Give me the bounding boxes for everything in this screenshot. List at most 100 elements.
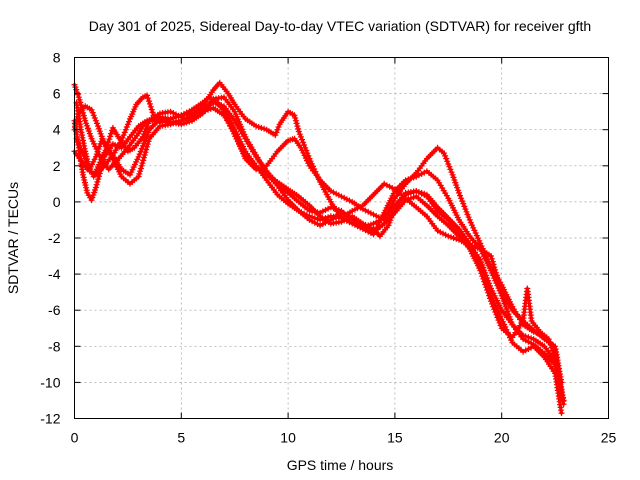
data-point <box>488 298 494 305</box>
data-point <box>205 102 211 109</box>
data-point <box>549 347 556 354</box>
data-point <box>525 346 532 352</box>
data-point <box>123 124 130 130</box>
data-point <box>273 129 280 136</box>
data-point <box>522 333 529 340</box>
data-point <box>558 410 565 417</box>
data-point <box>302 144 309 151</box>
data-point <box>213 100 219 107</box>
data-point <box>96 173 102 180</box>
data-point <box>149 109 156 116</box>
data-point <box>460 200 467 207</box>
data-point <box>136 170 143 177</box>
y-axis-label: SDTVAR / TECUs <box>5 182 21 294</box>
data-point <box>461 203 468 210</box>
data-point <box>418 170 425 177</box>
data-point <box>484 275 491 281</box>
data-point <box>311 215 318 222</box>
data-point <box>493 311 500 318</box>
data-point <box>490 303 497 310</box>
data-point <box>480 264 487 271</box>
data-point <box>142 137 148 144</box>
data-point <box>139 133 146 140</box>
data-point <box>194 107 201 114</box>
y-tick-label: -6 <box>48 302 61 318</box>
data-point <box>365 228 372 235</box>
y-tick-label: -10 <box>40 374 60 390</box>
data-point <box>292 117 299 124</box>
data-point <box>92 184 99 191</box>
data-point <box>275 124 282 130</box>
ticks <box>74 57 609 419</box>
data-point <box>457 192 463 199</box>
data-point <box>459 198 466 204</box>
data-point <box>465 214 472 221</box>
data-point <box>91 115 98 121</box>
data-point <box>167 108 174 115</box>
data-point <box>167 115 174 122</box>
data-point <box>144 92 151 99</box>
data-point <box>466 216 473 223</box>
data-point <box>159 118 166 125</box>
data-point <box>335 207 342 213</box>
data-point <box>494 314 501 321</box>
data-point <box>210 99 217 106</box>
data-point <box>448 169 455 176</box>
data-point <box>141 152 148 158</box>
data-point <box>293 120 300 127</box>
y-tick-label: -8 <box>48 338 61 354</box>
data-point <box>156 119 163 126</box>
data-point <box>258 124 265 131</box>
data-point <box>88 106 95 113</box>
data-point <box>488 255 495 262</box>
y-tick-label: 4 <box>53 122 61 138</box>
data-point <box>407 175 414 182</box>
data-point <box>552 357 559 364</box>
data-point <box>295 128 302 135</box>
data-point <box>443 155 450 162</box>
data-point <box>274 126 281 133</box>
data-point <box>118 137 125 144</box>
data-point <box>215 101 222 108</box>
data-point <box>301 142 308 148</box>
data-point <box>444 158 451 165</box>
data-point <box>92 117 99 124</box>
data-point <box>447 166 454 173</box>
data-point <box>327 188 334 195</box>
data-point <box>484 287 491 293</box>
data-point <box>445 161 452 167</box>
data-point <box>140 157 147 164</box>
data-point <box>555 374 562 381</box>
data-point <box>255 124 262 130</box>
data-point <box>490 261 497 268</box>
data-point <box>142 128 148 135</box>
data-point <box>202 103 209 110</box>
data-point <box>303 147 310 154</box>
data-point <box>495 317 502 324</box>
data-point <box>170 115 177 121</box>
data-point <box>140 154 147 161</box>
data-point <box>501 300 508 307</box>
data-point <box>93 120 100 127</box>
data-point <box>496 319 503 326</box>
data-point <box>483 284 490 291</box>
data-point <box>481 278 488 285</box>
data-point <box>142 149 149 156</box>
data-point <box>491 306 498 313</box>
data-point <box>135 153 142 160</box>
data-point <box>319 216 326 222</box>
data-point <box>487 295 493 302</box>
data-point <box>462 206 469 213</box>
data-point <box>120 132 127 139</box>
data-point <box>418 190 425 197</box>
data-point <box>175 113 182 120</box>
data-point <box>402 177 409 184</box>
data-point <box>143 125 150 132</box>
data-point <box>292 115 299 121</box>
data-point <box>296 131 303 138</box>
data-point <box>272 132 279 139</box>
data-point <box>300 139 307 146</box>
data-point <box>297 133 304 140</box>
data-point <box>95 176 102 183</box>
data-point <box>442 152 449 159</box>
